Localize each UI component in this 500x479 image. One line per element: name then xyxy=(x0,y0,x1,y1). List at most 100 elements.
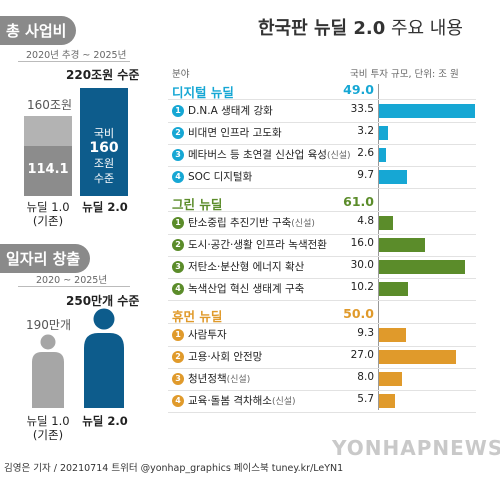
item-value: 9.7 xyxy=(357,169,374,181)
item-value: 10.2 xyxy=(350,281,374,293)
section-total: 61.0 xyxy=(343,194,374,209)
value-bar xyxy=(379,260,465,274)
total-old-bar-top xyxy=(24,116,72,146)
item-label: 고용·사회 안전망 xyxy=(188,349,262,364)
item-number-badge: 2 xyxy=(172,351,184,363)
divider xyxy=(168,412,476,413)
section-total: 50.0 xyxy=(343,306,374,321)
item-label-text: 비대면 인프라 고도화 xyxy=(188,127,282,139)
divider xyxy=(168,188,476,189)
col-head-field: 분야 xyxy=(172,69,190,80)
total-old-bar: 114.1 xyxy=(24,146,72,196)
divider xyxy=(168,256,476,257)
item-value: 16.0 xyxy=(350,237,374,249)
section-title: 디지털 뉴딜 xyxy=(172,85,234,100)
item-note: (신설) xyxy=(226,375,251,385)
item-label: D.N.A 생태계 강화 xyxy=(188,103,273,118)
item-label: 녹색산업 혁신 생태계 구축 xyxy=(188,281,304,296)
section-title: 휴먼 뉴딜 xyxy=(172,309,223,324)
value-bar xyxy=(379,170,407,184)
value-bar xyxy=(379,328,406,342)
divider xyxy=(168,166,476,167)
item-label-text: D.N.A 생태계 강화 xyxy=(188,105,273,117)
divider xyxy=(18,286,130,287)
item-value: 2.6 xyxy=(357,147,374,159)
chart-title-bold: 한국판 뉴딜 2.0 xyxy=(258,18,386,39)
total-new-bar: 국비 160 조원 수준 xyxy=(80,88,128,196)
item-number-badge: 4 xyxy=(172,283,184,295)
total-period: 2020년 추경 ~ 2025년 xyxy=(26,50,127,61)
value-bar xyxy=(379,238,425,252)
total-new-caption: 뉴딜 2.0 xyxy=(82,200,128,214)
jobs-new-caption: 뉴딜 2.0 xyxy=(82,414,128,428)
item-number-badge: 2 xyxy=(172,239,184,251)
item-label-text: 녹색산업 혁신 생태계 구축 xyxy=(188,283,305,295)
item-value: 27.0 xyxy=(350,349,374,361)
value-bar xyxy=(379,148,386,162)
total-old-caption: 뉴딜 1.0 (기존) xyxy=(18,200,78,228)
item-number-badge: 1 xyxy=(172,217,184,229)
item-label-text: 도시·공간·생활 인프라 녹색전환 xyxy=(188,239,327,251)
item-label: 청년정책(신설) xyxy=(188,371,250,386)
jobs-old-caption-2: (기존) xyxy=(32,428,64,442)
item-label-text: 사람투자 xyxy=(188,329,227,341)
item-number-badge: 4 xyxy=(172,171,184,183)
chart-title: 한국판 뉴딜 2.0 주요 내용 xyxy=(258,14,463,40)
total-new-top-label-text: 220조원 수준 xyxy=(66,68,140,82)
divider xyxy=(168,144,476,145)
item-label: 교육·돌봄 격차해소(신설) xyxy=(188,393,296,408)
item-number-badge: 3 xyxy=(172,261,184,273)
total-old-caption-2: (기존) xyxy=(32,214,64,228)
person-icon-new xyxy=(78,308,130,408)
person-icon-old xyxy=(24,334,72,408)
value-bar xyxy=(379,372,402,386)
chart-title-rest: 주요 내용 xyxy=(385,18,463,39)
total-new-inner-2: 160 xyxy=(89,140,119,156)
total-new-inner-3: 조원 xyxy=(93,157,115,170)
item-value: 33.5 xyxy=(350,103,374,115)
item-label: 탄소중립 추진기반 구축(신설) xyxy=(188,215,315,230)
item-number-badge: 1 xyxy=(172,329,184,341)
item-label-text: 저탄소·분산형 에너지 확산 xyxy=(188,261,305,273)
item-value: 9.3 xyxy=(357,327,374,339)
section-title: 그린 뉴딜 xyxy=(172,197,223,212)
item-value: 30.0 xyxy=(350,259,374,271)
total-new-inner-1: 국비 xyxy=(93,127,115,140)
item-label-text: 교육·돌봄 격차해소 xyxy=(188,395,272,407)
col-head-budget: 국비 투자 규모, 단위: 조 원 xyxy=(350,69,459,80)
divider xyxy=(18,61,130,62)
divider xyxy=(168,300,476,301)
divider xyxy=(168,122,476,123)
jobs-old-caption-1: 뉴딜 1.0 xyxy=(26,414,70,428)
divider xyxy=(168,390,476,391)
value-bar xyxy=(379,282,408,296)
total-cost-pill: 총 사업비 xyxy=(0,16,77,45)
total-new-inner-4: 수준 xyxy=(93,172,115,185)
value-axis-line xyxy=(378,84,379,410)
item-label: 저탄소·분산형 에너지 확산 xyxy=(188,259,304,274)
item-value: 8.0 xyxy=(357,371,374,383)
item-label: 메타버스 등 초연결 신산업 육성(신설) xyxy=(188,147,351,162)
item-value: 3.2 xyxy=(357,125,374,137)
item-label-text: 메타버스 등 초연결 신산업 육성 xyxy=(188,149,327,161)
item-label-text: 고용·사회 안전망 xyxy=(188,351,263,363)
watermark: YONHAPNEWS xyxy=(332,436,500,460)
item-label: SOC 디지털화 xyxy=(188,169,252,184)
jobs-new-label: 250만개 수준 xyxy=(66,294,140,308)
item-label-text: 탄소중립 추진기반 구축 xyxy=(188,217,292,229)
total-old-inner: 114.1 xyxy=(27,162,69,177)
value-bar xyxy=(379,216,393,230)
item-label: 도시·공간·생활 인프라 녹색전환 xyxy=(188,237,327,252)
item-value: 4.8 xyxy=(357,215,374,227)
jobs-old-caption: 뉴딜 1.0 (기존) xyxy=(18,414,78,442)
value-bar xyxy=(379,394,395,408)
item-number-badge: 4 xyxy=(172,395,184,407)
item-value: 5.7 xyxy=(357,393,374,405)
item-note: (신설) xyxy=(326,151,351,161)
item-label: 사람투자 xyxy=(188,327,227,342)
value-bar xyxy=(379,104,475,118)
divider xyxy=(168,278,476,279)
divider xyxy=(168,323,476,324)
divider xyxy=(168,368,476,369)
jobs-pill: 일자리 창출 xyxy=(0,244,91,273)
